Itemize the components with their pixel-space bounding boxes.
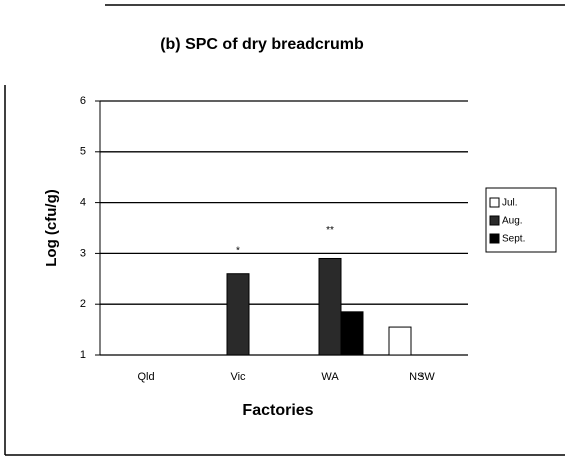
- annotation: **: [326, 225, 334, 236]
- y-tick-label: 2: [80, 298, 86, 310]
- x-tick-label: Vic: [230, 371, 246, 383]
- legend-label: Jul.: [502, 198, 518, 209]
- annotation: *: [236, 246, 240, 257]
- bar: [340, 311, 364, 356]
- x-tick-label: NSW: [409, 371, 435, 383]
- bar: [388, 326, 412, 356]
- x-tick-label: Qld: [137, 371, 154, 383]
- x-tick-label: WA: [321, 371, 339, 383]
- legend-label: Sept.: [502, 234, 525, 245]
- bar: [226, 273, 250, 356]
- legend-swatch: [489, 197, 500, 208]
- legend-label: Aug.: [502, 216, 523, 227]
- legend-swatch: [489, 233, 500, 244]
- y-tick-label: 4: [80, 197, 86, 209]
- chart-title: (b) SPC of dry breadcrumb: [160, 36, 364, 53]
- x-axis-label: Factories: [242, 402, 313, 419]
- y-tick-label: 1: [80, 349, 86, 361]
- y-tick-label: 3: [80, 247, 86, 259]
- y-axis-label: Log (cfu/g): [43, 189, 60, 266]
- y-tick-label: 5: [80, 146, 86, 158]
- annotation: *: [420, 373, 424, 384]
- legend-swatch: [489, 215, 500, 226]
- bar: [318, 257, 342, 356]
- y-tick-label: 6: [80, 95, 86, 107]
